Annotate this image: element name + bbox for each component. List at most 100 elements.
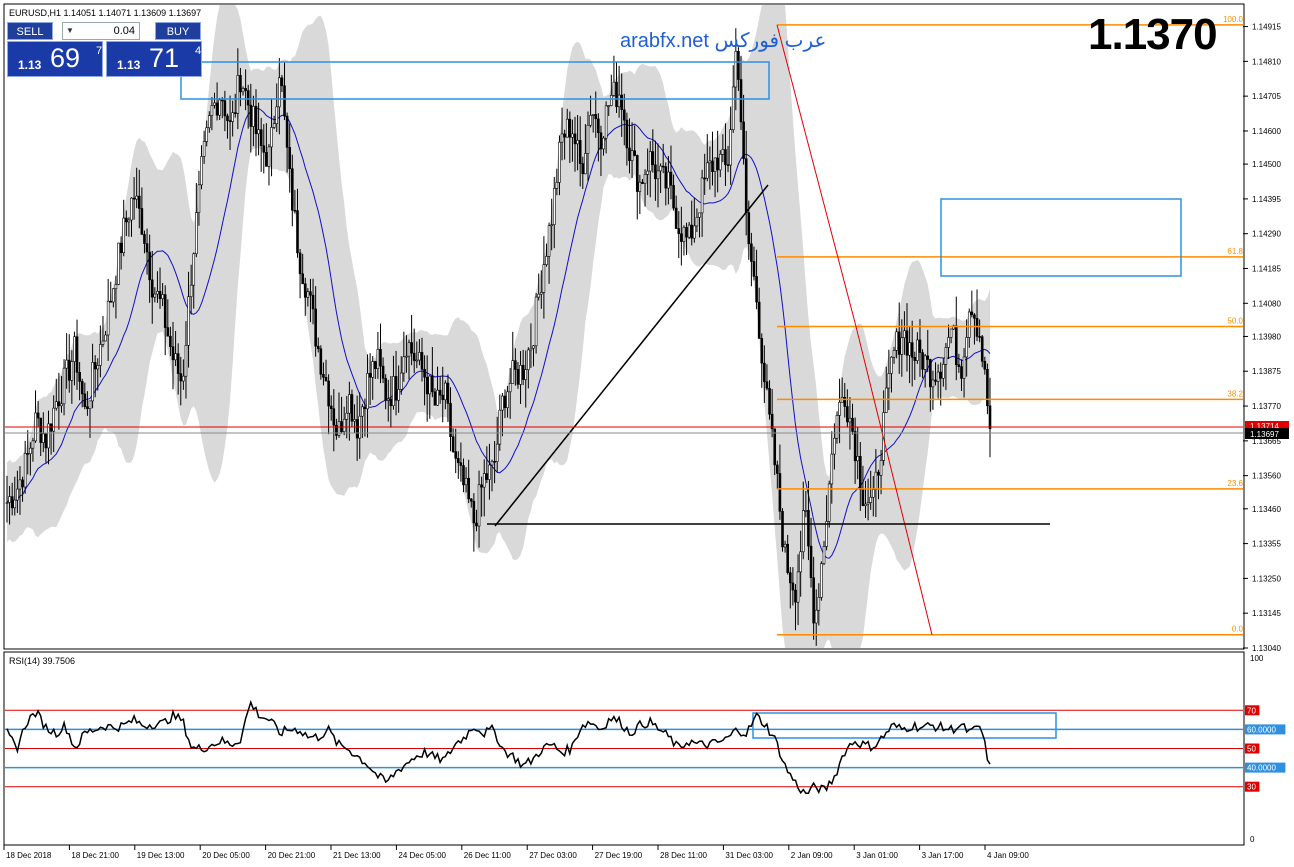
candle (88, 400, 92, 438)
candle (122, 199, 126, 257)
candle (555, 168, 559, 196)
candle-body (921, 352, 924, 370)
sell-button[interactable]: SELL (7, 22, 53, 40)
candle-body (625, 119, 629, 149)
candle (807, 480, 810, 561)
candle (539, 270, 543, 309)
candle (83, 382, 87, 410)
candle (776, 460, 779, 490)
candle (677, 211, 681, 259)
candle (571, 119, 574, 162)
candle-body (488, 464, 491, 480)
candle (192, 252, 196, 309)
candle (70, 350, 74, 404)
candle (233, 93, 237, 118)
time-axis-label: 31 Dec 03:00 (725, 851, 773, 860)
candle-body (337, 421, 341, 436)
candle-body (218, 99, 221, 116)
candle (516, 361, 520, 389)
candle-body (960, 366, 963, 379)
lot-size-input[interactable]: ▼ 0.04 (62, 22, 140, 40)
candle (651, 129, 655, 173)
candle-body (516, 369, 520, 385)
candle (337, 392, 341, 438)
candle-body (86, 406, 89, 409)
candle-body (195, 212, 198, 255)
candle-body (425, 376, 429, 395)
candle (431, 346, 434, 398)
candle (218, 97, 221, 121)
buy-button[interactable]: BUY (155, 22, 201, 40)
candle-body (446, 382, 450, 404)
candle (475, 509, 478, 532)
candle (130, 197, 133, 237)
candle (957, 353, 961, 373)
candle (309, 278, 312, 323)
candle-body (112, 288, 115, 303)
candle-body (275, 106, 279, 124)
candle-body (869, 496, 872, 503)
price-axis-label: 1.13665 (1252, 437, 1281, 446)
candle-body (438, 389, 442, 396)
candle-body (503, 395, 507, 408)
buy-price-box[interactable]: 1.13 71 4 (106, 41, 202, 77)
candle (822, 540, 826, 566)
price-axis-label: 1.13875 (1252, 367, 1281, 376)
candle-body (713, 157, 717, 172)
candle-body (877, 471, 880, 476)
price-axis-label: 1.14185 (1252, 264, 1281, 273)
candle (137, 169, 141, 229)
sell-price-fraction: 7 (96, 45, 103, 57)
candle-body (10, 496, 14, 509)
candle-body (843, 397, 847, 407)
candle (734, 28, 738, 111)
candle-body (604, 105, 608, 139)
candle (615, 62, 618, 113)
lot-dropdown-arrow-icon[interactable]: ▼ (66, 26, 74, 35)
candle (524, 350, 528, 408)
candle-body (864, 503, 867, 507)
candle-body (656, 170, 660, 180)
candle-body (705, 162, 709, 179)
candle-body (851, 417, 854, 432)
candle (939, 362, 943, 406)
candle-body (5, 502, 9, 504)
candle (908, 326, 911, 384)
candle (812, 556, 815, 640)
candle (890, 356, 893, 393)
candle (441, 366, 445, 423)
rsi-level-label: 60.0000 (1247, 725, 1276, 734)
candle (361, 403, 364, 439)
candle (348, 381, 351, 441)
candle (428, 375, 432, 419)
candle (576, 115, 579, 171)
candle (532, 344, 535, 367)
candle (228, 95, 232, 150)
candle (410, 314, 413, 366)
candle (664, 162, 668, 206)
candle-body (314, 308, 317, 347)
candle-body (418, 352, 421, 361)
candle (433, 388, 437, 406)
candle (303, 277, 307, 316)
candle (67, 334, 71, 393)
candle (988, 377, 992, 458)
candle-body (228, 120, 232, 122)
rsi-axis-label: 0 (1250, 835, 1255, 844)
candle (459, 442, 463, 482)
candle-body (871, 489, 875, 498)
sell-price-box[interactable]: 1.13 69 7 (7, 41, 103, 77)
candle-body (622, 109, 626, 121)
candle (552, 176, 556, 249)
candle-body (381, 365, 385, 379)
candle (586, 111, 590, 182)
candle-body (939, 371, 943, 379)
candle-body (174, 353, 177, 361)
candle-body (905, 330, 909, 356)
candle (163, 285, 167, 356)
candle-body (233, 112, 237, 114)
candle (189, 264, 193, 315)
candle (838, 378, 841, 444)
candle (916, 332, 919, 364)
candle-body (817, 597, 821, 611)
